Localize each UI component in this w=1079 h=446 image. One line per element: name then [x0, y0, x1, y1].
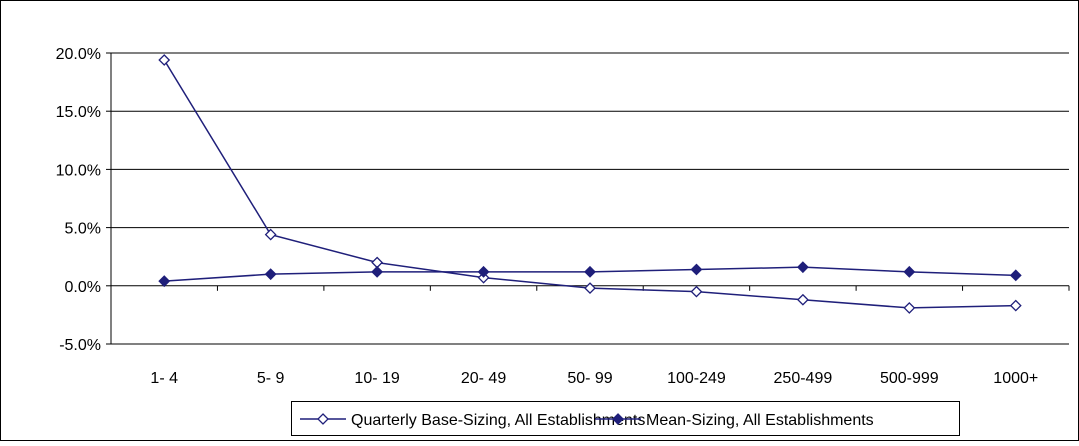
x-tick-labels: 1- 4 5- 9 10- 19 20- 49 50- 99 100-249 250-499…	[150, 370, 1038, 387]
data-point	[903, 265, 916, 278]
data-point	[690, 263, 703, 276]
y-tick-label: 5.0%	[65, 221, 101, 238]
y-tick-label: 15.0%	[56, 104, 101, 121]
x-tick-label: 100-249	[667, 370, 726, 387]
y-tick-label: 10.0%	[56, 162, 101, 179]
data-point	[584, 282, 596, 295]
data-point	[158, 54, 171, 66]
data-point	[796, 261, 809, 274]
legend-swatch-marker	[612, 413, 624, 425]
legend-label: Mean-Sizing, All Establishments	[646, 412, 874, 429]
data-point	[264, 228, 277, 241]
data-point	[690, 285, 703, 298]
data-point	[1009, 269, 1022, 282]
y-tick-label: 20.0%	[56, 46, 101, 63]
data-point	[903, 301, 916, 314]
x-tick-label: 20- 49	[461, 370, 506, 387]
legend-label: Quarterly Base-Sizing, All Establishment…	[351, 412, 645, 429]
y-tick-labels: 20.0% 15.0% 10.0% 5.0% 0.0% -5.0%	[56, 46, 101, 354]
data-point	[1009, 299, 1022, 312]
data-point	[264, 268, 277, 281]
y-tick-label: 0.0%	[65, 279, 101, 296]
data-point	[584, 265, 596, 278]
y-tick-label: -5.0%	[59, 337, 101, 354]
gridlines	[111, 52, 1069, 229]
x-tick-label: 1000+	[993, 370, 1038, 387]
x-tick-label: 250-499	[774, 370, 833, 387]
legend: Quarterly Base-Sizing, All Establishment…	[291, 401, 960, 436]
series-lines	[158, 54, 1022, 314]
data-point	[796, 293, 809, 306]
legend-swatch-marker	[317, 413, 329, 425]
x-tick-label: 10- 19	[354, 370, 399, 387]
data-point	[371, 265, 384, 278]
x-tick-label: 500-999	[880, 370, 939, 387]
data-point	[477, 265, 490, 278]
x-tick-label: 5- 9	[257, 370, 285, 387]
data-point	[158, 275, 171, 288]
x-tick-label: 50- 99	[567, 370, 612, 387]
x-tick-label: 1- 4	[150, 370, 178, 387]
